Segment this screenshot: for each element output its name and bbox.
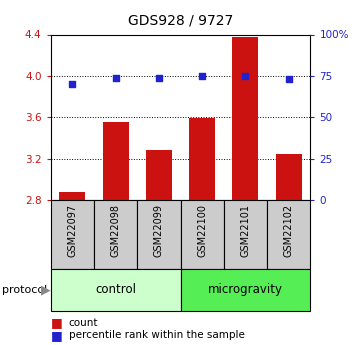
Point bbox=[286, 77, 292, 82]
Bar bbox=[180, 200, 224, 269]
Text: GSM22102: GSM22102 bbox=[284, 204, 294, 257]
Text: count: count bbox=[69, 318, 98, 327]
Text: percentile rank within the sample: percentile rank within the sample bbox=[69, 331, 244, 340]
Bar bbox=[146, 150, 172, 200]
Text: ■: ■ bbox=[51, 316, 62, 329]
Text: control: control bbox=[95, 283, 136, 296]
Text: GSM22098: GSM22098 bbox=[110, 204, 121, 257]
Bar bbox=[267, 200, 310, 269]
Point bbox=[156, 75, 162, 80]
Text: protocol: protocol bbox=[2, 285, 47, 295]
Point bbox=[199, 73, 205, 79]
Bar bbox=[137, 200, 180, 269]
Text: ▶: ▶ bbox=[42, 283, 51, 296]
Text: GSM22097: GSM22097 bbox=[67, 204, 77, 257]
Bar bbox=[51, 269, 180, 310]
Bar bbox=[189, 118, 215, 200]
Bar bbox=[180, 269, 310, 310]
Bar bbox=[59, 192, 85, 200]
Bar bbox=[94, 200, 137, 269]
Text: GSM22099: GSM22099 bbox=[154, 204, 164, 257]
Point bbox=[69, 81, 75, 87]
Text: GSM22100: GSM22100 bbox=[197, 204, 207, 257]
Bar bbox=[276, 154, 302, 200]
Bar bbox=[224, 200, 267, 269]
Text: GDS928 / 9727: GDS928 / 9727 bbox=[128, 14, 233, 28]
Bar bbox=[232, 37, 258, 200]
Text: ■: ■ bbox=[51, 329, 62, 342]
Point bbox=[113, 75, 118, 80]
Text: GSM22101: GSM22101 bbox=[240, 204, 251, 257]
Point bbox=[243, 73, 248, 79]
Text: microgravity: microgravity bbox=[208, 283, 283, 296]
Bar bbox=[103, 122, 129, 200]
Bar bbox=[51, 200, 94, 269]
